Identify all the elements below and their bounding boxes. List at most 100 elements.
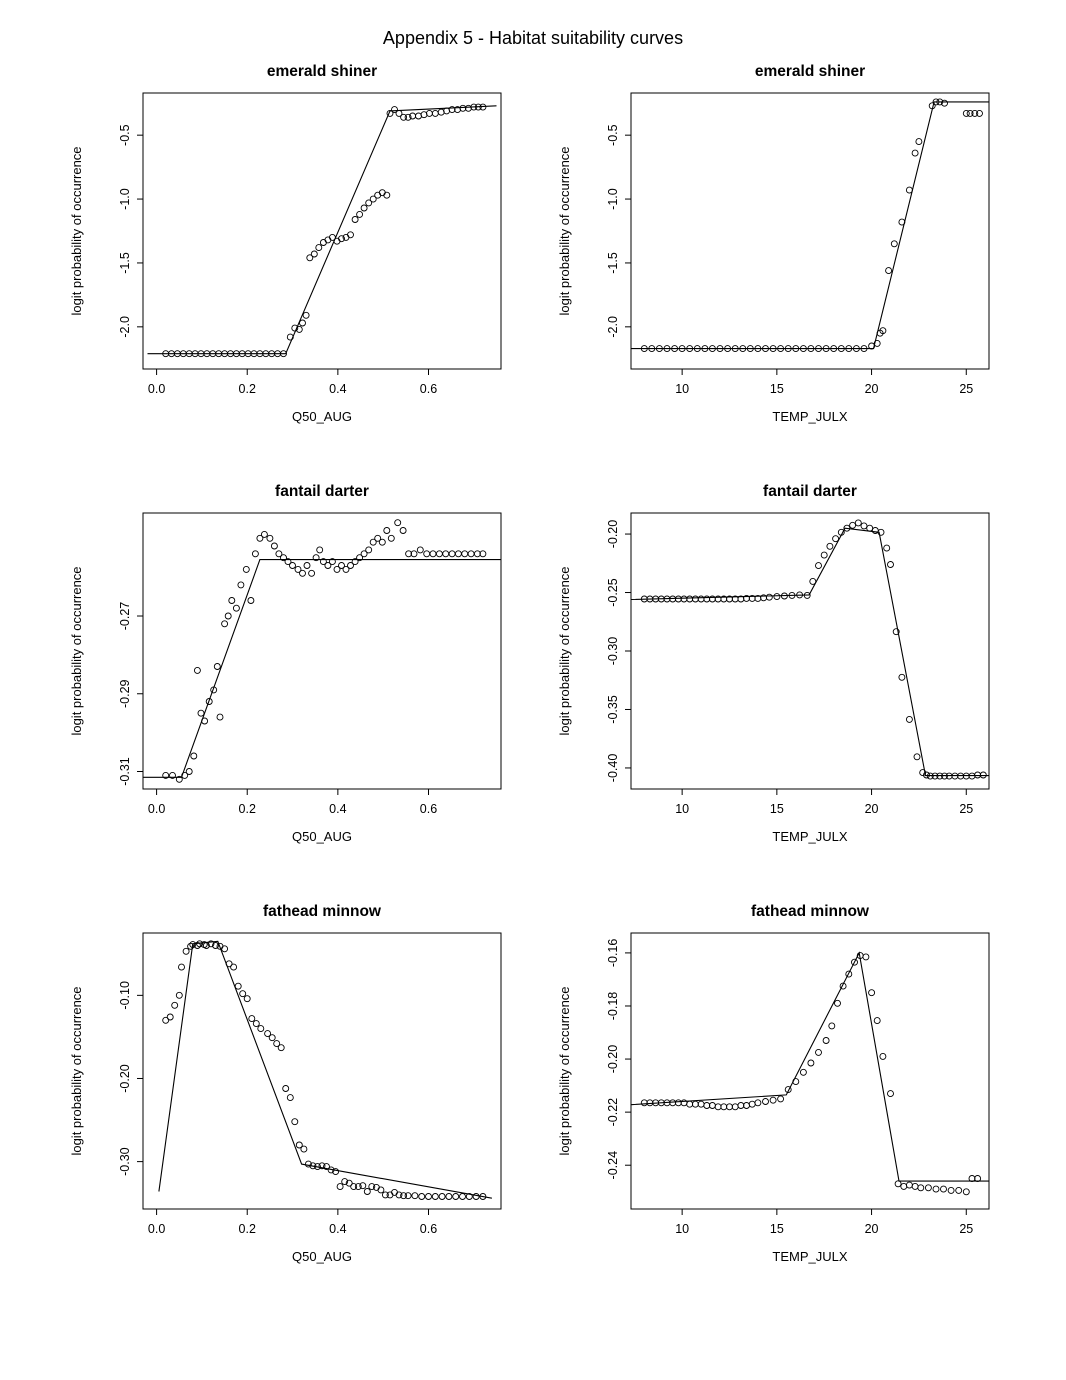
data-point xyxy=(360,204,368,212)
data-point xyxy=(674,595,682,603)
data-point xyxy=(234,982,242,990)
data-point xyxy=(315,244,323,252)
x-tick-label: 0.6 xyxy=(420,802,437,816)
data-point xyxy=(830,345,838,353)
data-point xyxy=(391,1188,398,1196)
fit-line xyxy=(630,527,989,777)
data-point xyxy=(324,236,332,244)
data-point xyxy=(809,577,817,585)
data-point xyxy=(724,345,732,353)
x-tick-label: 0.2 xyxy=(239,1222,256,1236)
data-point xyxy=(974,771,982,779)
data-point xyxy=(324,562,332,569)
data-point xyxy=(769,1096,777,1104)
data-point xyxy=(243,995,251,1003)
data-point xyxy=(431,1193,439,1200)
x-tick-label: 20 xyxy=(865,1222,879,1236)
data-point xyxy=(270,542,278,550)
data-point xyxy=(646,1099,654,1107)
data-point xyxy=(708,345,716,353)
x-tick-label: 10 xyxy=(675,802,689,816)
data-point xyxy=(851,958,858,966)
data-point xyxy=(248,1015,256,1023)
data-point xyxy=(359,1182,367,1190)
data-point xyxy=(224,612,232,620)
data-point xyxy=(686,1100,694,1108)
plot-box xyxy=(142,932,502,1210)
data-point xyxy=(911,149,919,157)
data-point xyxy=(387,534,395,542)
data-point xyxy=(216,713,224,721)
x-tick-label: 0.6 xyxy=(420,1222,437,1236)
data-point xyxy=(295,1141,303,1149)
data-point xyxy=(962,1188,970,1196)
data-point xyxy=(381,1191,389,1199)
data-point xyxy=(291,324,299,332)
fit-line xyxy=(147,105,497,355)
y-axis-label: logit probability of occurrence xyxy=(69,566,84,735)
y-tick-label: -0.18 xyxy=(606,992,620,1021)
data-point xyxy=(941,772,948,780)
data-point xyxy=(327,1166,335,1174)
data-point xyxy=(365,199,373,207)
data-point xyxy=(807,1059,815,1067)
data-point xyxy=(312,554,320,562)
data-point xyxy=(826,542,834,550)
data-point xyxy=(932,98,940,106)
data-point xyxy=(701,345,709,353)
plot-box xyxy=(630,932,990,1210)
data-point xyxy=(686,595,694,603)
data-point xyxy=(193,666,201,674)
chart-title: emerald shiner xyxy=(266,63,378,80)
data-point xyxy=(299,319,306,327)
x-axis-label: Q50_AUG xyxy=(292,1249,352,1264)
fit-line xyxy=(143,559,501,778)
y-tick-label: -0.40 xyxy=(606,754,620,783)
chart-title: fantail darter xyxy=(275,483,369,500)
x-tick-label: 20 xyxy=(865,802,879,816)
data-point xyxy=(332,1168,340,1176)
x-tick-label: 0.6 xyxy=(420,382,437,396)
chart-title: emerald shiner xyxy=(754,63,866,80)
data-point xyxy=(769,345,777,353)
x-tick-label: 10 xyxy=(675,382,689,396)
chart-grid: emerald shiner 0.0 0.2 0.4 0.6 -2.0 -1.5 -1.0 -… xyxy=(0,63,1066,1275)
data-point xyxy=(894,1180,902,1188)
data-point xyxy=(445,1193,453,1200)
data-point xyxy=(832,535,840,543)
data-point xyxy=(762,345,769,353)
data-point xyxy=(871,527,879,534)
data-point xyxy=(356,210,364,218)
data-point xyxy=(467,550,475,558)
data-point xyxy=(703,1102,711,1109)
data-point xyxy=(917,1184,925,1192)
data-point xyxy=(448,550,456,558)
data-point xyxy=(877,528,885,536)
data-point xyxy=(286,1094,294,1102)
data-point xyxy=(680,1099,688,1107)
data-point xyxy=(354,1183,362,1191)
y-axis-label: logit probability of occurrence xyxy=(69,986,84,1155)
data-point xyxy=(178,963,185,971)
y-tick-label: -0.10 xyxy=(118,981,132,1010)
data-point xyxy=(905,186,913,194)
data-point xyxy=(655,345,663,353)
data-point xyxy=(225,960,233,968)
data-point xyxy=(845,345,853,353)
data-point xyxy=(815,345,822,353)
y-tick-label: -0.29 xyxy=(118,679,132,708)
data-point xyxy=(928,102,936,110)
data-point xyxy=(347,231,354,239)
data-point xyxy=(435,550,443,558)
data-point xyxy=(648,345,656,353)
data-point xyxy=(282,1085,290,1092)
data-point xyxy=(309,1162,317,1170)
x-axis-label: Q50_AUG xyxy=(292,829,352,844)
scatter-points xyxy=(162,940,487,1200)
y-tick-label: -0.5 xyxy=(606,124,620,146)
data-point xyxy=(932,1185,940,1193)
x-tick-label: 0.0 xyxy=(148,1222,165,1236)
data-point xyxy=(162,1016,170,1024)
data-point xyxy=(470,103,478,111)
data-point xyxy=(368,1183,376,1191)
